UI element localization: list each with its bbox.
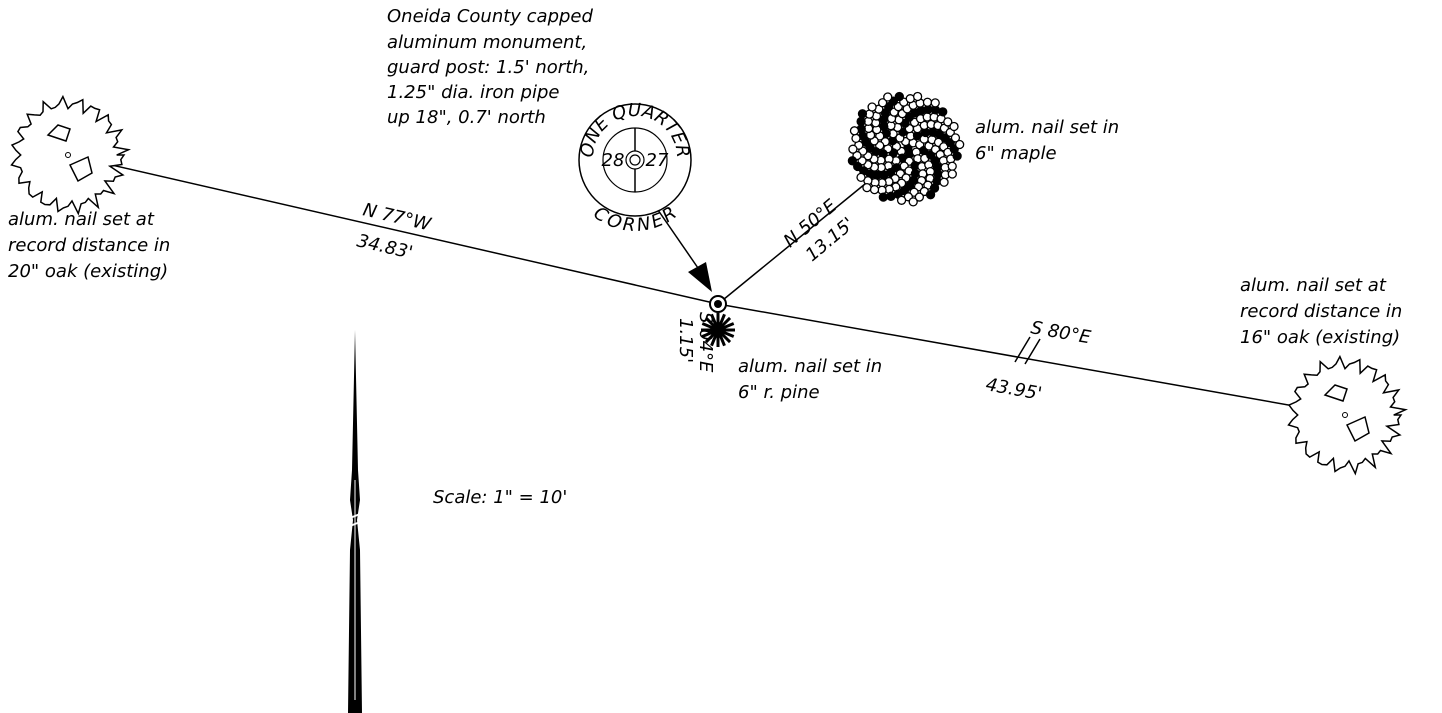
maple-leaf bbox=[896, 195, 907, 205]
nail bbox=[65, 152, 71, 158]
oak-detail bbox=[1323, 384, 1370, 443]
maple-leaf bbox=[955, 139, 965, 150]
maple-leaf bbox=[857, 109, 868, 119]
pine-needle bbox=[717, 322, 735, 332]
tree-label: 6" maple bbox=[975, 143, 1057, 164]
pointer-arrow bbox=[657, 209, 699, 269]
break-mark bbox=[1024, 338, 1041, 365]
tree-label: 6" r. pine bbox=[738, 382, 820, 403]
badge-left: 28 bbox=[602, 150, 625, 171]
badge-right: 27 bbox=[646, 150, 669, 171]
maple-leaf bbox=[869, 184, 880, 195]
arrow-head bbox=[688, 262, 712, 292]
break-mark bbox=[1014, 336, 1031, 363]
maple-leaf bbox=[949, 121, 959, 132]
maple-leaf bbox=[943, 117, 953, 127]
maple-leaf bbox=[853, 161, 863, 172]
maple-leaf bbox=[947, 161, 957, 171]
monument-badge: ONE QUARTER CORNER 28 27 bbox=[577, 100, 694, 236]
tree-label: 16" oak (existing) bbox=[1240, 327, 1400, 348]
maple-leaf bbox=[848, 144, 858, 154]
monument-text: guard post: 1.5' north, bbox=[387, 57, 589, 78]
maple-leaf bbox=[947, 169, 957, 179]
maple-tree bbox=[847, 91, 965, 207]
monument-text: Oneida County capped bbox=[387, 6, 594, 27]
maple-leaf bbox=[894, 91, 904, 102]
maple-leaf bbox=[856, 172, 866, 183]
maple-leaf bbox=[847, 156, 858, 166]
north-arrow bbox=[344, 330, 366, 713]
maple-leaf bbox=[930, 98, 940, 108]
maple-leaf bbox=[886, 191, 896, 201]
tree-label: alum. nail set in bbox=[738, 356, 882, 377]
distance: 34.83' bbox=[355, 230, 415, 263]
bearing: S 80°E bbox=[1029, 317, 1093, 348]
maple-leaf bbox=[851, 133, 861, 144]
distance: 43.95' bbox=[984, 374, 1043, 404]
scale-text: Scale: 1" = 10' bbox=[433, 487, 567, 508]
maple-leaf bbox=[867, 102, 877, 112]
tie-line-west bbox=[67, 154, 719, 305]
maple-leaf bbox=[883, 92, 893, 102]
maple-leaf bbox=[952, 151, 962, 161]
maple-leaf bbox=[912, 91, 923, 102]
maple-leaf bbox=[938, 107, 948, 117]
maple-leaf bbox=[950, 133, 961, 143]
maple-leaf bbox=[914, 192, 925, 202]
tie-line-maple bbox=[717, 174, 877, 305]
tree-label: record distance in bbox=[1240, 301, 1402, 322]
tree-label: record distance in bbox=[8, 235, 170, 256]
tree-label: alum. nail set at bbox=[1240, 275, 1387, 296]
maple-leaf bbox=[856, 116, 866, 127]
tie-line-east bbox=[717, 303, 1346, 416]
maple-leaf bbox=[922, 97, 933, 107]
maple-leaf bbox=[849, 126, 860, 136]
oak-detail bbox=[46, 124, 93, 183]
maple-leaf bbox=[878, 192, 888, 202]
tree-label: alum. nail set at bbox=[8, 209, 155, 230]
maple-leaf bbox=[877, 98, 888, 108]
monument-text: aluminum monument, bbox=[387, 32, 587, 53]
maple-leaf bbox=[925, 190, 936, 200]
corner-point-center bbox=[714, 300, 722, 308]
maple-leaf bbox=[929, 183, 940, 193]
tree-label: 20" oak (existing) bbox=[8, 261, 168, 282]
distance: 1.15' bbox=[675, 318, 696, 363]
maple-leaf bbox=[862, 182, 872, 193]
monument-text: 1.25" dia. iron pipe bbox=[387, 82, 559, 103]
maple-leaf bbox=[939, 177, 949, 187]
monument-text: up 18", 0.7' north bbox=[387, 107, 546, 128]
maple-leaf bbox=[908, 197, 918, 207]
nail bbox=[1342, 412, 1348, 418]
tree-label: alum. nail set in bbox=[975, 117, 1119, 138]
